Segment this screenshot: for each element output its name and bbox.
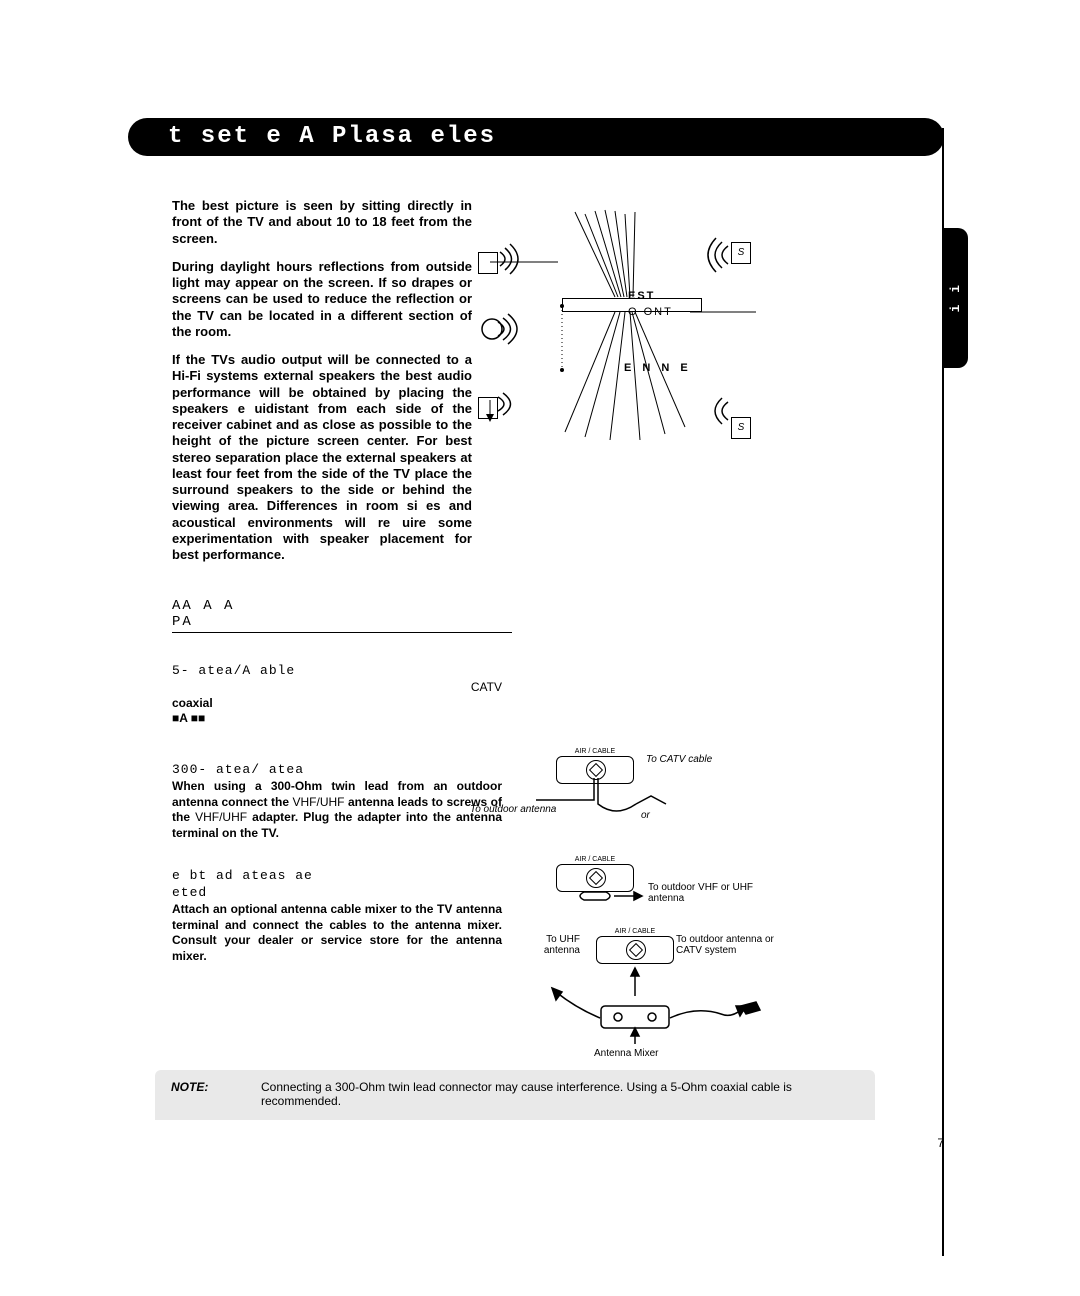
- jack-1: [586, 760, 606, 780]
- heading-mix1: e bt ad ateas ae: [172, 868, 502, 883]
- text-75b: ■A ■■: [172, 711, 502, 727]
- ant-title-1: AA A A: [172, 598, 512, 614]
- speaker-left-top: [478, 252, 498, 274]
- speaker-right-bottom: S: [731, 417, 751, 439]
- outdoor-label: To outdoor antenna: [470, 804, 556, 815]
- heading-300: 300- atea/ atea: [172, 762, 502, 777]
- label-screen: E N N E: [624, 362, 692, 374]
- note-box: NOTE: Connecting a 300-Ohm twin lead con…: [155, 1070, 875, 1120]
- label-front: O ONT: [628, 306, 673, 318]
- block-75ohm: 5- atea/A able CATV coaxial ■A ■■: [172, 663, 502, 727]
- text-75: CATV coaxial: [172, 680, 502, 711]
- block-300ohm: 300- atea/ atea When using a 300-Ohm twi…: [172, 762, 502, 841]
- speaker-left-bottom: [478, 397, 498, 419]
- ant-title-2: PA: [172, 614, 512, 630]
- air-label-3: AIR / CABLE: [596, 928, 674, 935]
- conn-diagram-1: AIR / CABLE or To CATV cable To outdoor …: [556, 748, 776, 784]
- placement-p3: If the TVs audio output will be connecte…: [172, 352, 472, 563]
- conn-diagram-2: AIR / CABLE To outdoor VHF or UHF antenn…: [556, 856, 806, 892]
- section-rule: [172, 632, 512, 633]
- room-diagram: S S EST O ONT E N N E: [480, 212, 760, 452]
- mixer-label: Antenna Mixer: [594, 1048, 658, 1059]
- side-tab-label: i i: [948, 283, 963, 312]
- air-label-1: AIR / CABLE: [556, 748, 634, 755]
- side-tab: i i: [942, 228, 968, 368]
- text-mix: Attach an optional antenna cable mixer t…: [172, 902, 502, 964]
- vhfuhf-label: To outdoor VHF or UHF antenna: [648, 882, 758, 904]
- note-label: NOTE:: [171, 1080, 261, 1110]
- placement-p1: The best picture is seen by sitting dire…: [172, 198, 472, 247]
- page-number: 7: [937, 1136, 944, 1150]
- catv-label: To CATV cable: [646, 754, 712, 765]
- note-text: Connecting a 300-Ohm twin lead connector…: [261, 1080, 859, 1110]
- svg-text:or: or: [641, 810, 651, 821]
- section-title: t set e A Plasa eles: [128, 118, 944, 156]
- air-label-2: AIR / CABLE: [556, 856, 634, 863]
- placement-text: The best picture is seen by sitting dire…: [172, 198, 472, 575]
- label-best: EST: [628, 290, 655, 302]
- antenna-section-title: AA A A PA: [172, 598, 512, 653]
- heading-mix2: eted: [172, 885, 502, 900]
- page: t set e A Plasa eles i i The best pictur…: [0, 28, 1080, 1276]
- tocatv-label: To outdoor antenna or CATV system: [676, 934, 786, 956]
- touhf-label: To UHF antenna: [520, 934, 580, 956]
- speaker-right-top: S: [731, 242, 751, 264]
- heading-75: 5- atea/A able: [172, 663, 502, 678]
- section-header: t set e A Plasa eles: [128, 118, 944, 156]
- placement-p2: During daylight hours reflections from o…: [172, 259, 472, 340]
- block-mixed: e bt ad ateas ae eted Attach an optional…: [172, 868, 502, 964]
- text-300: When using a 300-Ohm twin lead from an o…: [172, 779, 502, 841]
